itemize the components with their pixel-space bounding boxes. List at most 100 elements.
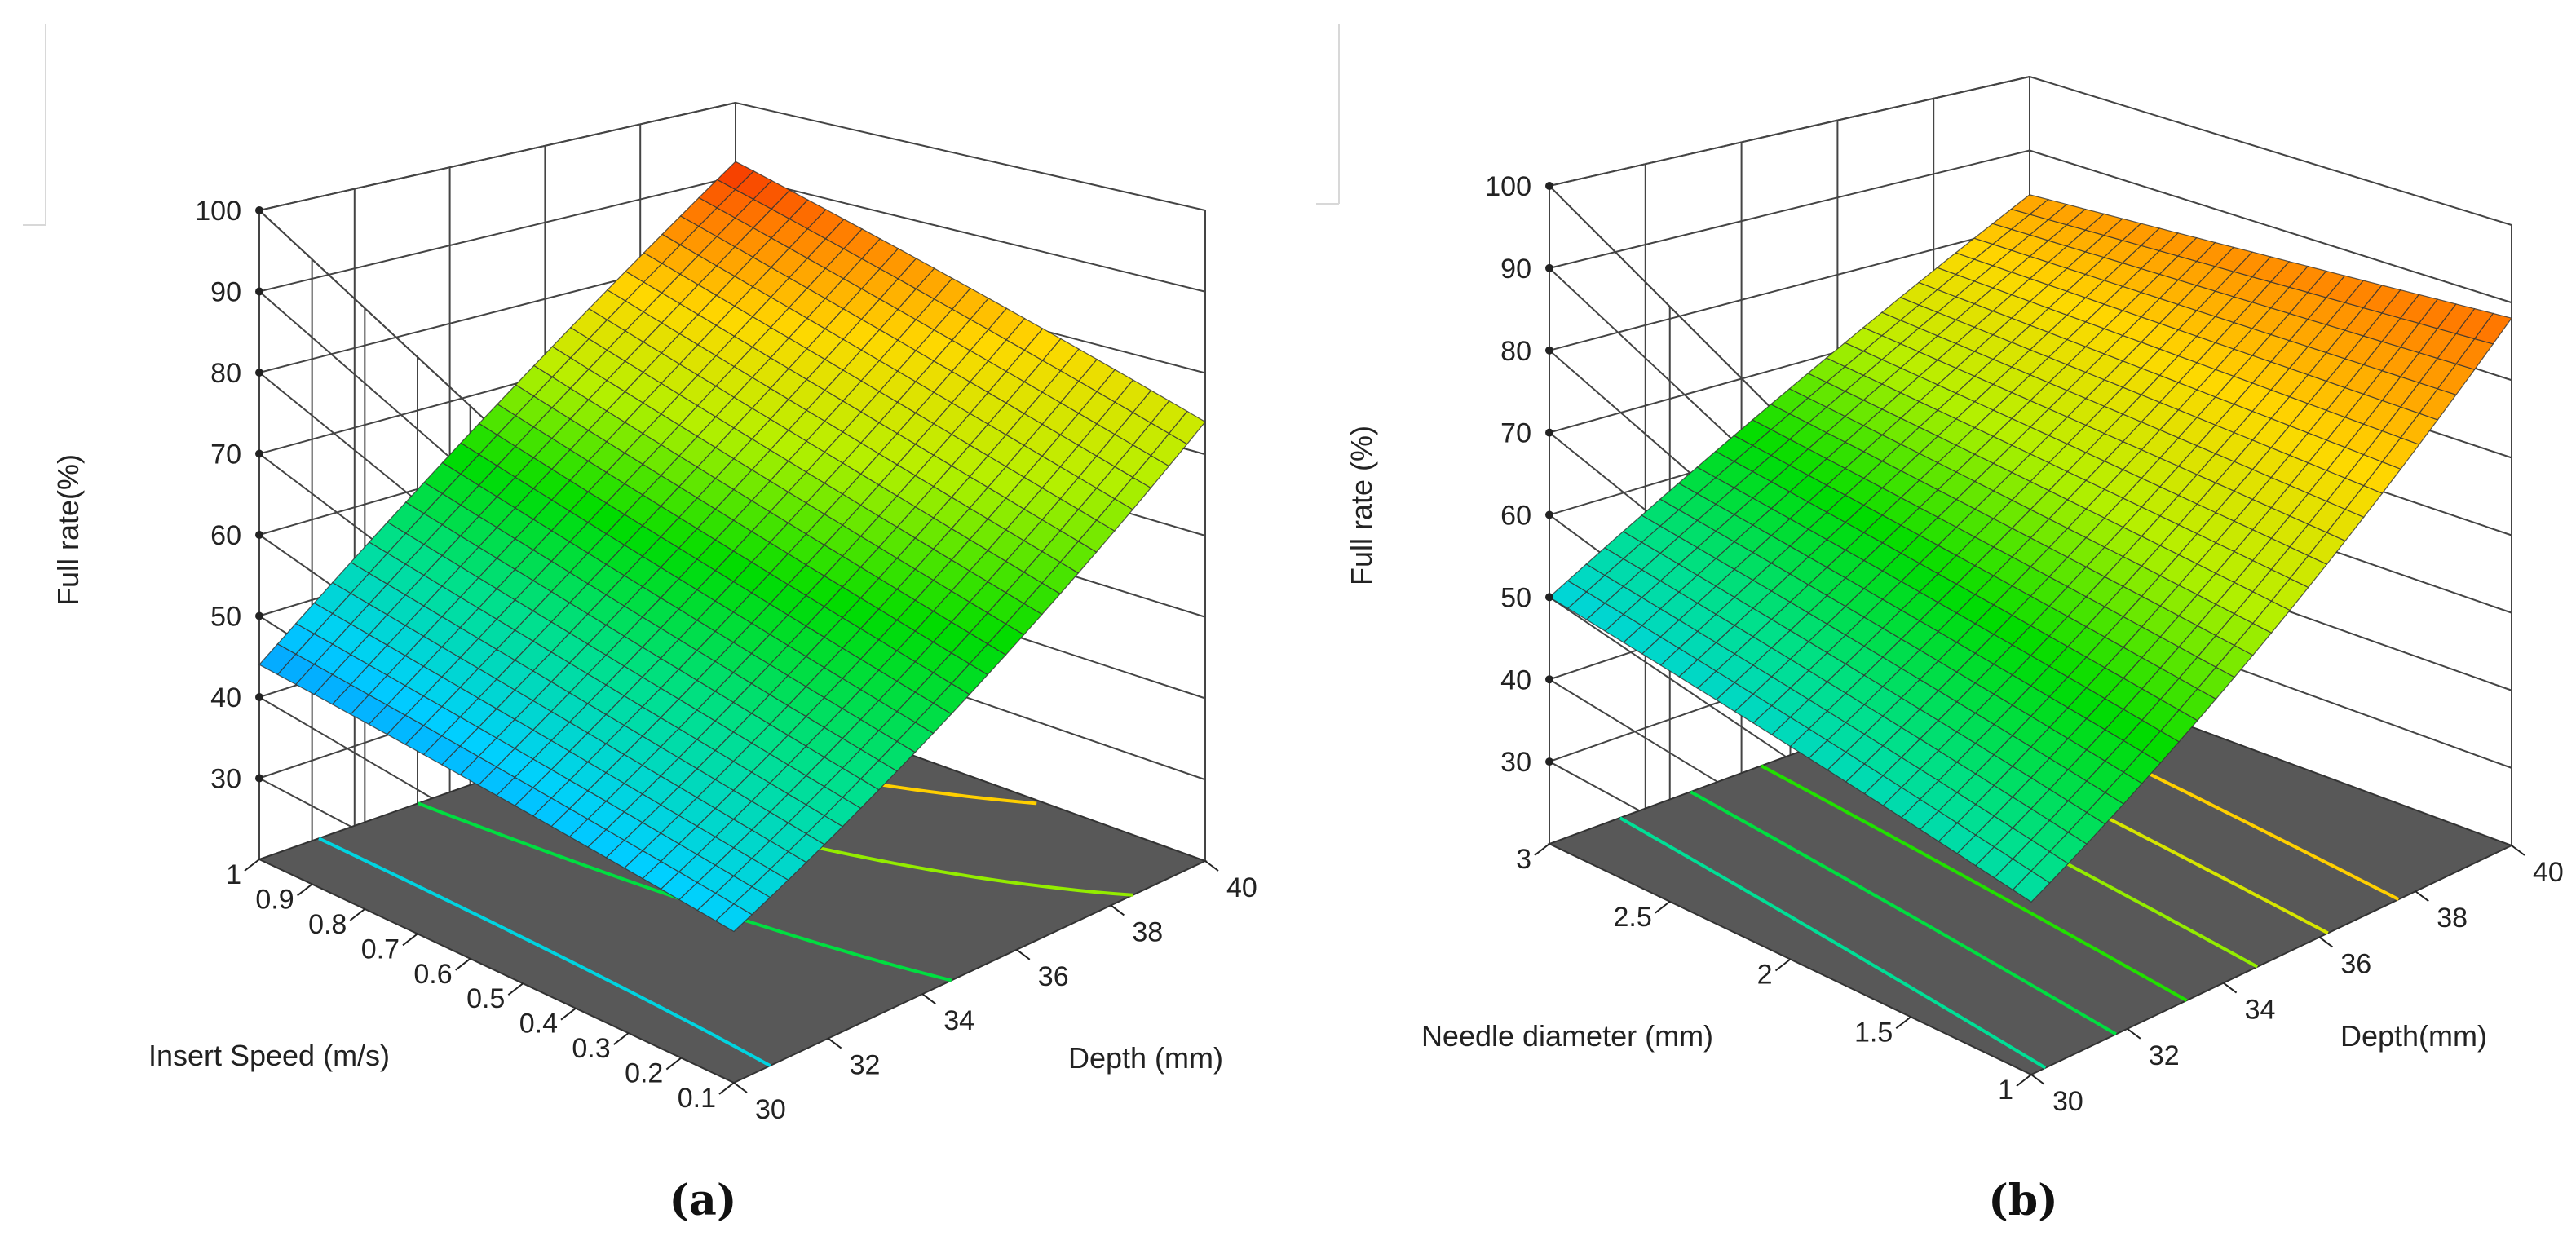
z-tick-mark [255,449,263,458]
y-tick-mark [1774,958,1792,972]
y-tick-mark [1655,900,1671,914]
x-tick-label: 36 [2340,948,2371,979]
x-tick-label: 34 [2245,995,2276,1026]
x-tick-label: 32 [850,1050,881,1081]
z-tick-mark [1545,346,1553,355]
z-tick-mark [255,531,263,539]
contour-line [1619,816,2047,1070]
y-tick-label: 0.1 [678,1083,716,1114]
x-tick-label: 34 [943,1005,974,1036]
y-tick-label: 0.3 [572,1033,610,1064]
z-tick-label: 30 [210,764,241,795]
z-tick-label: 60 [1500,501,1531,532]
x-axis-label: Depth (mm) [1068,1041,1223,1075]
z-tick-mark [1545,182,1553,190]
gridline [2029,76,2512,226]
x-tick-mark [2415,890,2429,902]
z-tick-mark [255,693,263,701]
contour-line [318,837,771,1067]
gridline [2029,149,2512,304]
z-tick-mark [1545,510,1553,519]
z-tick-label: 80 [210,358,241,389]
y-tick-mark [244,859,260,872]
z-tick-mark [255,287,263,296]
gridline [735,175,1206,293]
z-tick-label: 60 [210,520,241,551]
x-tick-mark [1110,904,1125,916]
x-tick-mark [2223,982,2238,994]
x-tick-mark [1016,949,1031,960]
y-tick-mark [560,1007,577,1021]
y-tick-mark [349,908,365,921]
z-tick-mark [1545,593,1553,602]
surface-mesh [1548,194,2513,903]
z-tick-label: 70 [210,439,241,470]
x-tick-label: 30 [2052,1086,2083,1117]
z-tick-mark [1545,428,1553,437]
z-tick-label: 40 [210,682,241,713]
y-tick-label: 2 [1757,960,1773,991]
z-tick-label: 80 [1500,336,1531,367]
z-tick-label: 100 [195,196,241,227]
gridline [735,102,1206,211]
y-axis: 1 1.5 2 2.5 3 Needle diameter (mm) [1421,843,2032,1106]
frame-artifacts [23,24,1340,226]
z-tick-mark [255,774,263,783]
x-tick-mark [2318,936,2333,948]
y-axis-label: Insert Speed (m/s) [148,1039,390,1072]
x-tick-mark [921,993,936,1004]
y-tick-mark [613,1032,630,1045]
y-axis-label: Needle diameter (mm) [1421,1019,1713,1053]
y-tick-label: 1.5 [1854,1017,1893,1048]
surface-plot-b: 30 40 50 60 70 80 90 100 Full rate (%) 1 1.5 2 2.5 3 N… [1345,76,2564,1117]
x-tick-label: 40 [1226,872,1257,903]
x-axis: 30 32 34 36 38 40 Depth (mm) [733,860,1257,1125]
y-tick-mark [1895,1016,1911,1030]
y-tick-label: 2.5 [1613,902,1651,933]
z-tick-label: 90 [210,277,241,308]
y-tick-label: 1 [1998,1075,2013,1106]
x-tick-label: 38 [2437,903,2468,934]
x-tick-label: 38 [1132,916,1163,947]
z-axis: 30 40 50 60 70 80 90 100 Full rate (%) [1345,171,1553,778]
x-tick-mark [827,1037,842,1049]
x-tick-mark [2030,1074,2045,1085]
panel-caption-b: (b) [1988,1176,2058,1225]
y-tick-mark [507,982,524,996]
x-tick-label: 30 [755,1094,786,1125]
z-axis-label: Full rate (%) [1345,426,1378,585]
z-tick-label: 50 [210,602,241,633]
z-tick-label: 100 [1485,171,1531,202]
contour-line [1760,764,2188,1002]
y-tick-mark [297,883,313,897]
z-axis: 30 40 50 60 70 80 90 100 Full rate(%) [51,196,263,795]
y-tick-mark [665,1057,682,1071]
y-tick-label: 0.2 [625,1058,663,1089]
z-tick-mark [255,369,263,377]
x-axis: 30 32 34 36 38 40 Depth(mm) [2030,845,2564,1117]
y-tick-label: 0.6 [413,959,452,990]
y-tick-label: 0.7 [361,934,400,965]
x-tick-mark [733,1082,748,1093]
x-axis-label: Depth(mm) [2340,1019,2487,1053]
y-tick-label: 0.8 [308,909,347,940]
z-tick-mark [1545,263,1553,272]
z-tick-label: 50 [1500,582,1531,613]
y-tick-label: 0.5 [466,983,505,1014]
surface-cell [2009,194,2050,215]
y-axis: 0.1 0.2 0.3 0.4 0.5 0.6 0.7 0.8 0.9 1 Insert Speed… [148,859,735,1114]
y-tick-mark [2016,1074,2032,1087]
z-tick-mark [255,206,263,214]
y-tick-label: 1 [226,859,241,890]
x-tick-mark [1204,860,1219,872]
y-tick-mark [718,1082,735,1095]
y-tick-mark [402,933,418,947]
y-tick-label: 3 [1516,844,1531,875]
z-tick-mark [1545,675,1553,684]
contour-line [1690,790,2117,1036]
x-tick-label: 40 [2533,857,2564,888]
y-tick-mark [1534,843,1550,856]
z-tick-label: 70 [1500,418,1531,449]
